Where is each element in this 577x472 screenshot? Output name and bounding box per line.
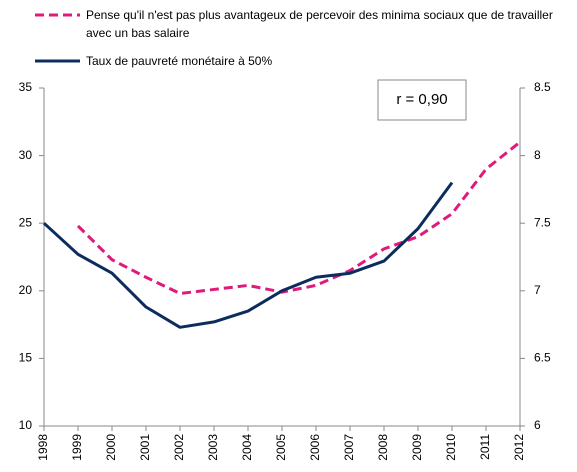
x-tick-label: 1998 <box>36 434 50 461</box>
y-tick-label: 30 <box>19 148 33 162</box>
x-tick-label: 2005 <box>274 434 288 461</box>
x-tick-label: 1999 <box>70 434 84 461</box>
y-tick-label: 15 <box>19 351 33 365</box>
x-tick-label: 2011 <box>478 434 492 460</box>
y2-tick-label: 7.5 <box>534 215 551 229</box>
y2-tick-label: 7 <box>534 283 541 297</box>
series-line <box>76 140 521 296</box>
y-tick-label: 35 <box>19 80 33 94</box>
legend-entry: Pense qu'il n'est pas plus avantageux de… <box>86 8 553 40</box>
x-tick-label: 2009 <box>410 434 424 461</box>
annotation: r = 0,90 <box>396 91 447 108</box>
x-tick-label: 2004 <box>240 434 254 461</box>
x-tick-label: 2007 <box>342 434 356 461</box>
annotation-box <box>377 79 467 121</box>
x-tick-label: 2000 <box>104 434 118 461</box>
series-line <box>42 181 454 329</box>
y2-tick-label: 8.5 <box>534 80 551 94</box>
x-tick-label: 2003 <box>206 434 220 461</box>
y2-tick-label: 8 <box>534 148 541 162</box>
y2-tick-label: 6 <box>534 418 541 432</box>
x-tick-label: 2010 <box>444 434 458 461</box>
y-tick-label: 20 <box>19 283 33 297</box>
y-tick-label: 25 <box>19 215 33 229</box>
x-tick-label: 2012 <box>512 434 526 461</box>
y2-tick-label: 6.5 <box>534 351 551 365</box>
legend-entry: Taux de pauvreté monétaire à 50% <box>86 54 273 68</box>
x-tick-label: 2001 <box>138 434 152 461</box>
y-tick-label: 10 <box>19 418 33 432</box>
x-tick-label: 2006 <box>308 434 322 461</box>
x-tick-label: 2002 <box>172 434 186 461</box>
x-tick-label: 2008 <box>376 434 390 461</box>
